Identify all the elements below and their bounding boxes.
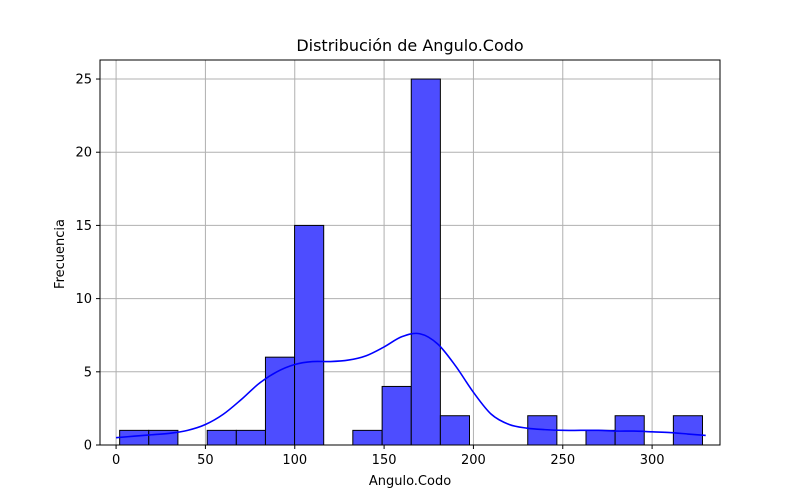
kde-curve	[116, 332, 706, 439]
histogram-bar	[381, 385, 412, 446]
x-tick-label: 100	[282, 453, 307, 468]
histogram-bar	[672, 415, 703, 446]
x-tick-label: 300	[640, 453, 665, 468]
x-axis-label: Angulo.Codo	[369, 474, 451, 489]
x-tick-label: 150	[372, 453, 397, 468]
histogram-bar	[264, 356, 296, 446]
plot-frame	[99, 59, 721, 446]
x-tick-label: 0	[112, 453, 120, 468]
y-tick-label: 20	[75, 146, 92, 161]
x-tick-label: 200	[461, 453, 486, 468]
histogram-bar	[294, 224, 325, 446]
chart-title: Distribución de Angulo.Codo	[296, 36, 523, 55]
y-tick-label: 25	[75, 73, 92, 88]
y-axis-ticks: 0 5 10 15 20 25	[75, 73, 100, 454]
y-tick-label: 0	[84, 439, 92, 454]
histogram-bar	[206, 429, 237, 446]
x-tick-label: 250	[550, 453, 575, 468]
y-tick-label: 10	[75, 292, 92, 307]
histogram-bar	[410, 78, 441, 446]
histogram-bar	[352, 429, 383, 446]
histogram-bar	[585, 429, 616, 446]
y-axis-label: Frecuencia	[53, 219, 68, 289]
histogram-bars	[119, 78, 703, 446]
x-axis-ticks: 0 50 100 150 200 250 300	[112, 445, 665, 468]
y-tick-label: 15	[75, 219, 92, 234]
y-tick-label: 5	[84, 365, 92, 380]
plot-area	[100, 60, 720, 445]
histogram-bar	[439, 415, 470, 446]
histogram-bar	[235, 429, 266, 446]
x-tick-label: 50	[197, 453, 214, 468]
